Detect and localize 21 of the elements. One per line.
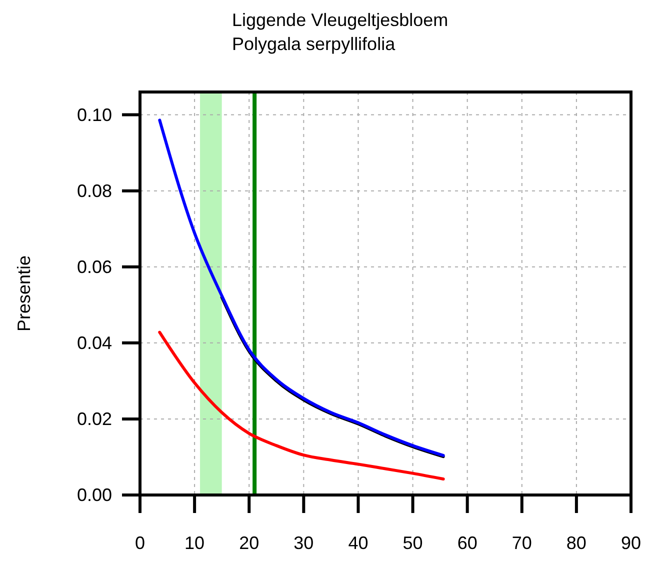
y-tick-label: 0.06 [76,256,112,277]
y-axis-title: Presentie [14,255,34,332]
chart-subtitle: Polygala serpyllifolia [232,34,396,54]
y-tick-label: 0.00 [76,485,112,505]
x-tick-label: 50 [402,533,423,553]
x-tick-label: 60 [457,533,478,553]
y-tick-label: 0.04 [76,332,112,353]
x-tick-label: 80 [566,533,586,553]
x-tick-label: 0 [134,533,146,553]
x-tick-label: 70 [512,533,532,553]
x-tick-label: 90 [620,533,642,553]
chart-title: Liggende Vleugeltjesbloem [232,10,448,30]
x-tick-label: 20 [239,533,260,553]
x-tick-label: 30 [294,533,314,553]
x-tick-label: 40 [348,533,368,553]
line-series [158,118,445,457]
y-tick-label: 0.02 [76,408,112,429]
line-series [158,330,445,481]
y-tick-label: 0.10 [76,104,112,125]
y-tick-label: 0.08 [76,180,112,201]
x-tick-label: 10 [184,533,205,553]
